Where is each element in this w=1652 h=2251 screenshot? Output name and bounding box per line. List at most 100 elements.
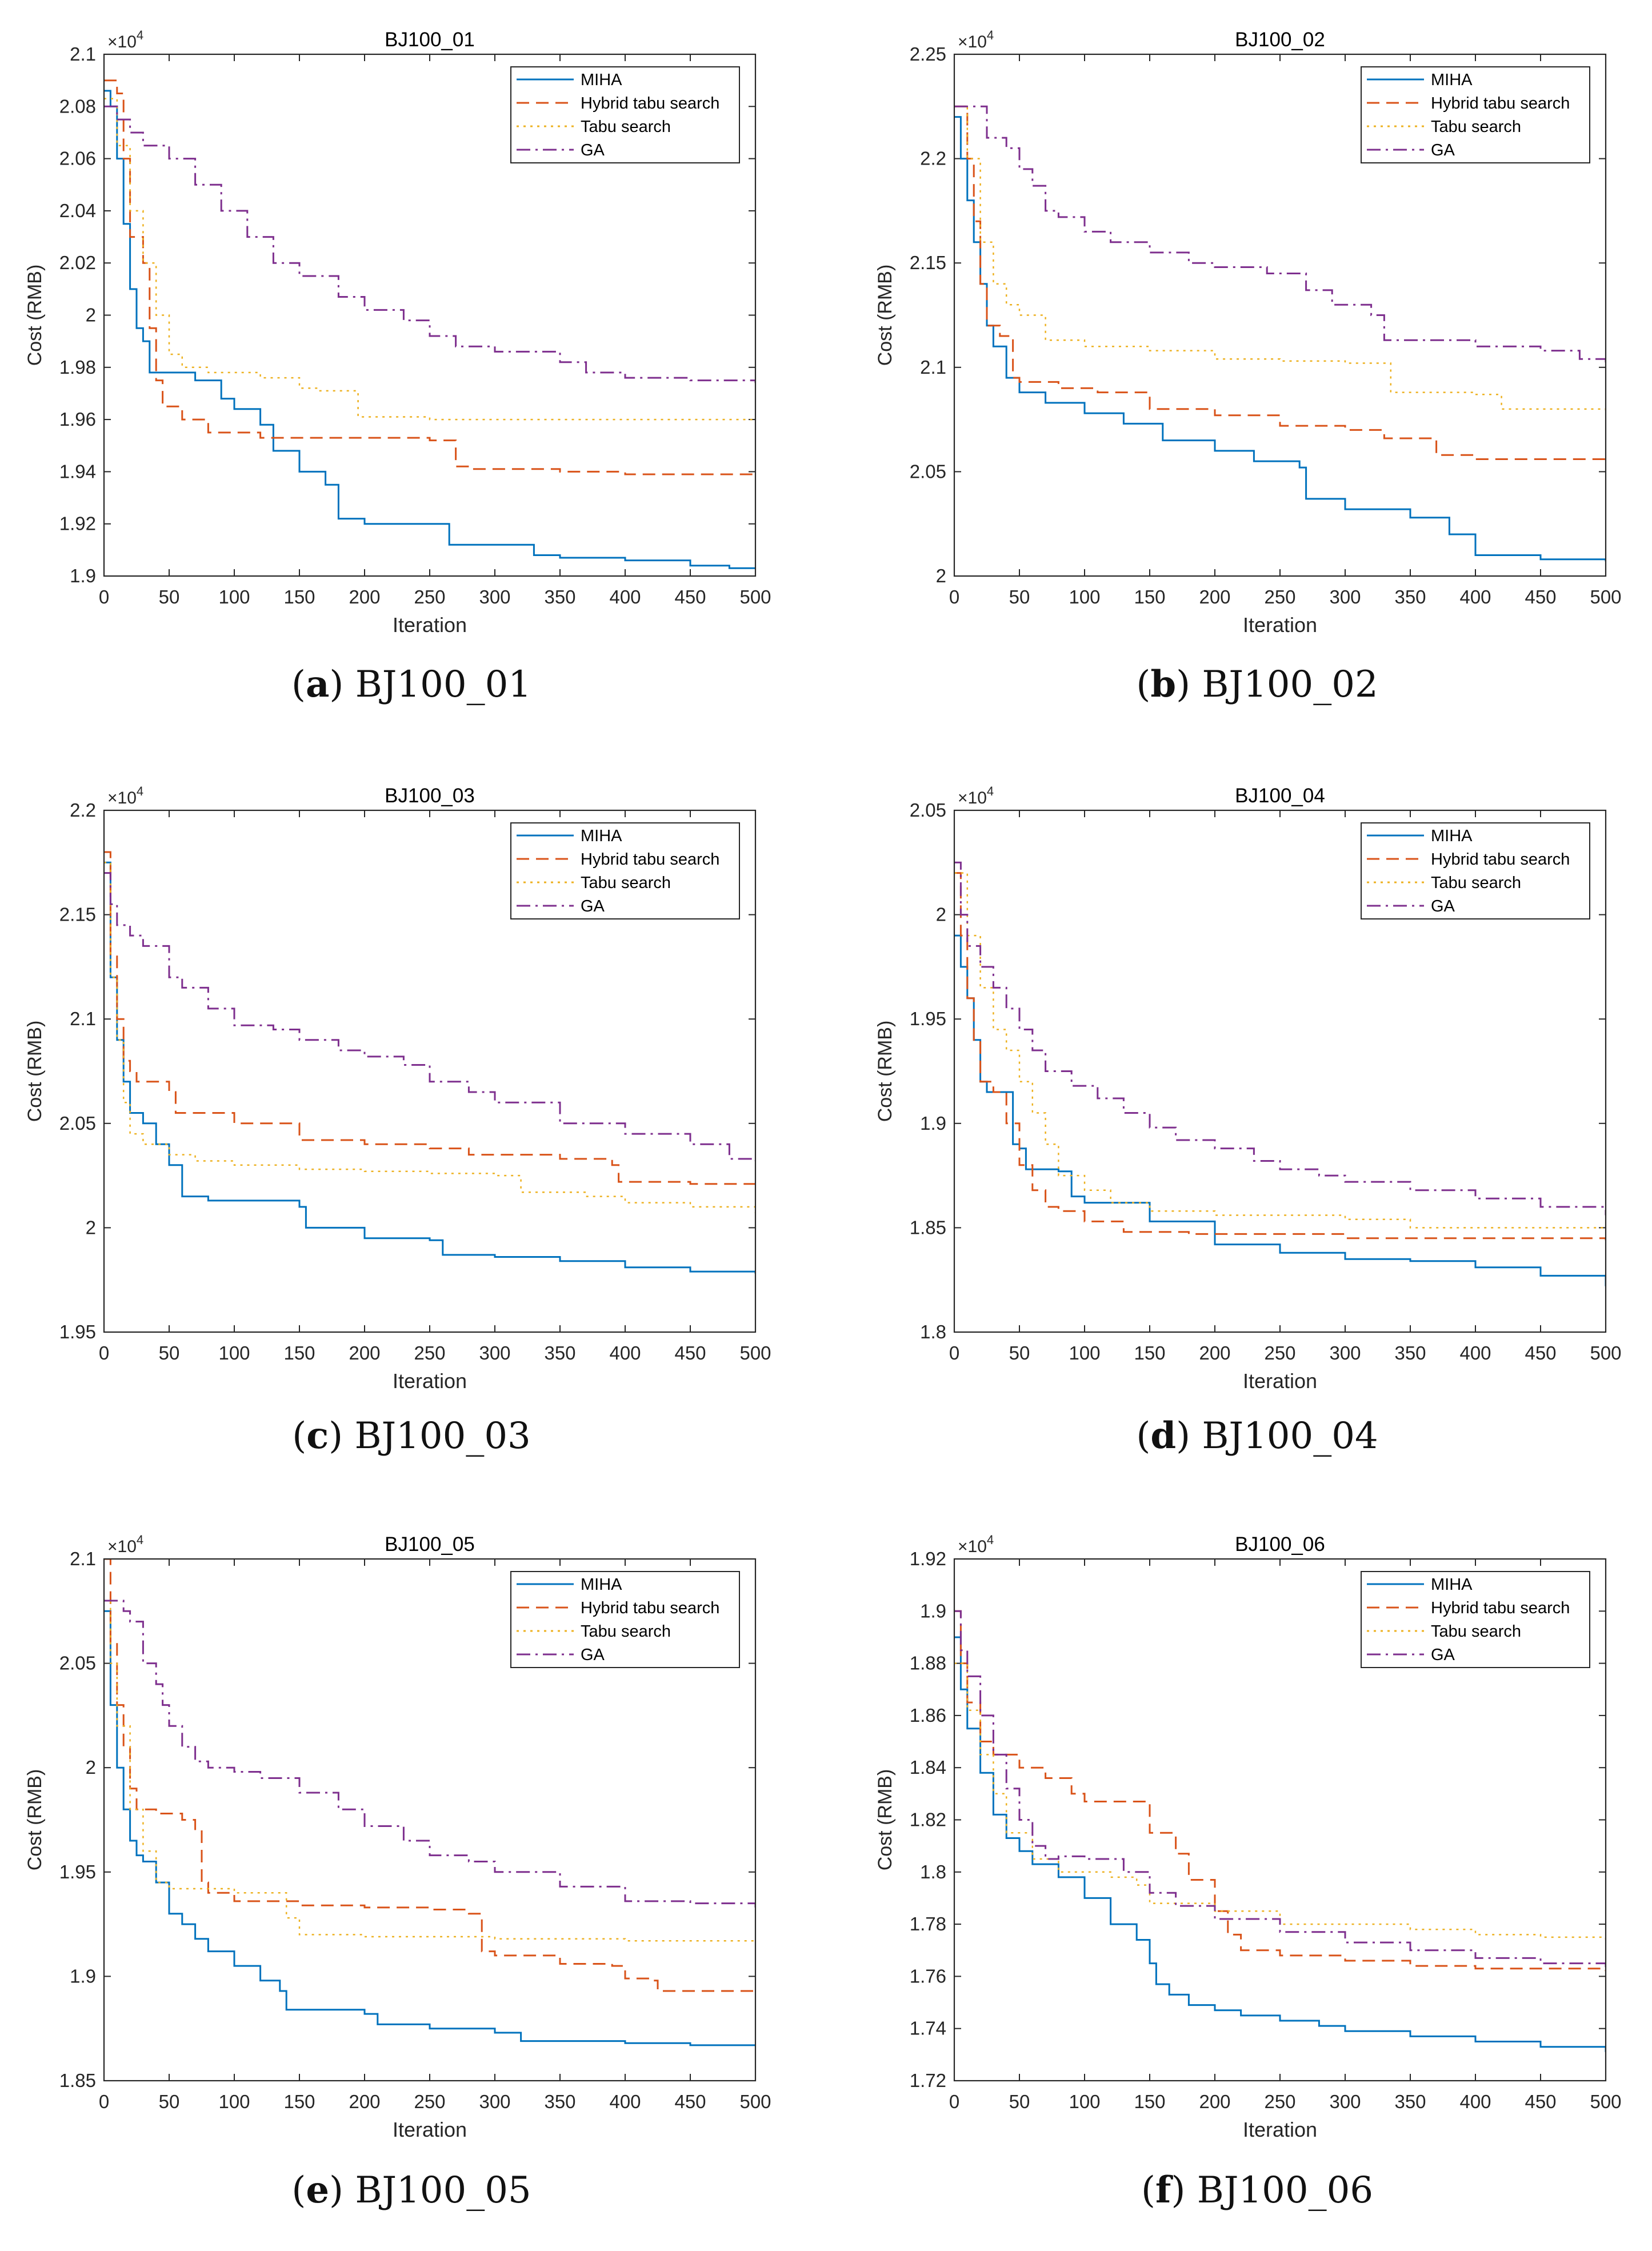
x-tick-label: 100 (1069, 586, 1100, 607)
y-tick-label: 2.1 (70, 1008, 96, 1029)
series-line-ga (104, 872, 755, 1161)
legend: MIHA Hybrid tabu search Tabu search GA (510, 1571, 740, 1668)
x-tick-label: 200 (1199, 1342, 1230, 1364)
x-tick-label: 100 (1069, 2091, 1100, 2112)
y-exponent-power: 4 (987, 28, 994, 42)
x-axis-label: Iteration (1243, 613, 1317, 637)
series-line-tabu-search (104, 1600, 755, 1943)
y-tick-label: 1.92 (59, 513, 96, 534)
y-exponent-power: 4 (987, 784, 994, 798)
y-tick-label: 1.84 (910, 1757, 946, 1778)
y-axis-label: Cost (RMB) (24, 1021, 46, 1122)
chart-title: BJ100_06 (1235, 1533, 1325, 1556)
y-tick-label: 1.94 (59, 461, 96, 482)
y-exponent-label: ×104 (107, 1533, 143, 1556)
y-tick-label: 1.85 (910, 1217, 946, 1238)
legend-label: GA (1431, 141, 1455, 159)
series-line-hybrid-tabu-search (954, 1610, 1606, 1972)
y-tick-label: 2.1 (70, 1548, 96, 1569)
y-tick-label: 2.02 (59, 252, 96, 273)
y-exponent-label: ×104 (958, 784, 994, 807)
y-tick-label: 2 (86, 305, 96, 326)
x-tick-label: 50 (1009, 586, 1030, 607)
y-exponent-power: 4 (137, 784, 143, 798)
caption-letter: d (1150, 1414, 1177, 1457)
subfigure-caption: (e) BJ100_05 (291, 2169, 531, 2212)
y-exponent-power: 4 (137, 28, 143, 42)
x-axis-label: Iteration (1243, 1369, 1317, 1393)
x-tick-label: 200 (1199, 2091, 1230, 2112)
y-tick-label: 1.8 (920, 1321, 946, 1342)
caption-text: BJ100_03 (354, 1415, 531, 1457)
subfigure-caption: (d) BJ100_04 (1136, 1414, 1378, 1457)
y-tick-label: 2.15 (910, 252, 946, 273)
x-tick-label: 100 (218, 2091, 250, 2112)
y-tick-label: 2.1 (920, 357, 946, 378)
y-tick-label: 1.95 (59, 1861, 96, 1882)
legend-box (1361, 66, 1590, 163)
x-tick-label: 300 (1329, 1342, 1361, 1364)
x-tick-label: 250 (414, 586, 445, 607)
legend-label: Hybrid tabu search (1431, 850, 1570, 869)
y-tick-label: 2.05 (910, 799, 946, 821)
chart-panel: 0 50 100 150 200 250 300 350 400 450 500 1.8 1.85 1.9… (874, 784, 1622, 1393)
series-line-miha (954, 1636, 1606, 2052)
x-tick-label: 200 (349, 586, 380, 607)
x-tick-label: 400 (609, 1342, 641, 1364)
legend-label: Tabu search (581, 874, 671, 892)
x-axis-label: Iteration (393, 1369, 467, 1393)
series-group (104, 851, 755, 1274)
legend-label: GA (1431, 897, 1455, 915)
legend-label: Tabu search (581, 1622, 671, 1641)
x-tick-label: 0 (949, 586, 959, 607)
y-tick-label: 2 (86, 1757, 96, 1778)
caption-letter: b (1150, 663, 1177, 706)
legend-label: Tabu search (1431, 1622, 1521, 1641)
chart-title: BJ100_05 (385, 1533, 475, 1556)
legend-label: MIHA (1431, 827, 1473, 845)
series-line-ga (104, 1600, 755, 1908)
series-group (954, 861, 1606, 1286)
x-tick-label: 150 (1134, 586, 1165, 607)
legend-box (510, 822, 740, 919)
x-tick-label: 450 (1525, 2091, 1556, 2112)
y-exponent-label: ×104 (958, 28, 994, 51)
chart-title: BJ100_02 (1235, 29, 1325, 51)
x-tick-label: 150 (283, 586, 315, 607)
chart-panel: 0 50 100 150 200 250 300 350 400 450 500 2 2.05 2.1 2.… (874, 28, 1622, 637)
chart-title: BJ100_01 (385, 29, 475, 51)
legend-label: GA (581, 897, 605, 915)
legend-label: MIHA (581, 827, 622, 845)
y-tick-label: 1.9 (70, 565, 96, 586)
x-tick-label: 100 (1069, 1342, 1100, 1364)
x-tick-label: 250 (1264, 586, 1295, 607)
y-tick-label: 2.05 (59, 1113, 96, 1134)
series-line-hybrid-tabu-search (954, 872, 1606, 1241)
legend-label: GA (581, 141, 605, 159)
x-tick-label: 350 (544, 1342, 575, 1364)
subfigure-caption: (c) BJ100_03 (292, 1414, 531, 1457)
chart-panel: 0 50 100 150 200 250 300 350 400 450 500 1.72 1.74 1.… (874, 1533, 1622, 2141)
legend-label: Hybrid tabu search (581, 850, 719, 869)
y-tick-label: 1.8 (920, 1861, 946, 1882)
x-tick-label: 50 (159, 2091, 180, 2112)
y-tick-label: 1.92 (910, 1548, 946, 1569)
y-tick-label: 1.96 (59, 409, 96, 430)
legend-label: MIHA (1431, 1576, 1473, 1594)
y-axis-label: Cost (RMB) (24, 265, 46, 366)
legend-box (1361, 1571, 1590, 1668)
y-tick-label: 2 (936, 565, 946, 586)
subfigure-caption: (a) BJ100_01 (291, 663, 532, 706)
caption-text: BJ100_02 (1202, 663, 1378, 706)
y-tick-label: 1.72 (910, 2070, 946, 2091)
x-tick-label: 450 (674, 586, 706, 607)
legend-box (510, 66, 740, 163)
legend: MIHA Hybrid tabu search Tabu search GA (1361, 1571, 1590, 1668)
series-line-miha (104, 1610, 755, 2046)
x-tick-label: 300 (479, 586, 510, 607)
x-tick-label: 0 (99, 2091, 109, 2112)
y-tick-label: 1.95 (910, 1008, 946, 1029)
y-exponent-power: 4 (987, 1533, 994, 1547)
series-group (954, 1610, 1606, 2052)
